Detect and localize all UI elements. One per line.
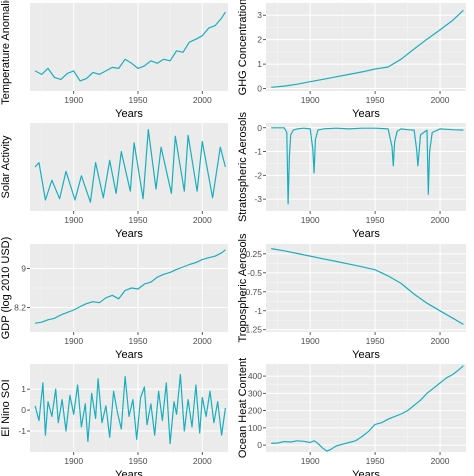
x-tick-label: 1950 xyxy=(129,215,148,225)
x-tick-label: 2000 xyxy=(193,456,212,466)
y-tick-label: -1.25 xyxy=(243,325,263,335)
y-tick-label: 8.2 xyxy=(14,303,26,313)
y-tick-label: -0.75 xyxy=(243,287,263,297)
panel-background xyxy=(266,364,466,452)
panel-ghg: 1900 1950 2000 0 1 2 3 Years GHG Concentration xyxy=(237,0,466,120)
x-tick-label: 1950 xyxy=(366,336,385,346)
x-tick-label: 2000 xyxy=(193,215,212,225)
x-axis-label: Years xyxy=(352,228,380,240)
x-axis-label: Years xyxy=(352,108,380,120)
y-tick-label: 0 xyxy=(21,405,26,415)
x-tick-label: 1950 xyxy=(129,456,148,466)
y-tick-label: 0 xyxy=(257,84,262,94)
y-tick-label: -1 xyxy=(254,147,262,157)
x-tick-label: 1900 xyxy=(301,95,320,105)
series-line-strat_aerosols xyxy=(271,127,464,205)
series-line-trop_aerosols xyxy=(271,248,464,325)
y-tick-label: 2 xyxy=(257,35,262,45)
x-axis-label: Years xyxy=(115,228,143,240)
x-tick-label: 1900 xyxy=(64,456,83,466)
x-tick-label: 1900 xyxy=(301,215,320,225)
series-line-ocean_heat xyxy=(271,365,464,452)
x-tick-label: 2000 xyxy=(431,456,450,466)
panel-background xyxy=(30,3,228,91)
x-tick-label: 1950 xyxy=(366,215,385,225)
x-axis-label: Years xyxy=(352,469,380,476)
panel-enso: 1900 1950 2000 1 0 -1 Years El Nino SOI xyxy=(0,364,228,476)
y-axis-label: Tropospheric Aerosols xyxy=(237,233,249,343)
y-axis-label: El Nino SOI xyxy=(0,379,12,436)
y-tick-label: 1 xyxy=(21,384,26,394)
panel-background xyxy=(266,3,466,91)
x-tick-label: 2000 xyxy=(431,215,450,225)
series-line-ghg xyxy=(271,9,464,88)
y-tick-label: -2 xyxy=(254,170,262,180)
x-axis-label: Years xyxy=(115,469,143,476)
series-line-solar xyxy=(34,129,226,203)
x-axis-label: Years xyxy=(352,349,380,361)
y-tick-label: 1 xyxy=(257,59,262,69)
y-tick-label: -0.25 xyxy=(243,249,263,259)
y-axis-label: Temperature Anomalies xyxy=(0,0,12,105)
y-tick-label: 400 xyxy=(248,371,262,381)
x-tick-label: 2000 xyxy=(193,95,212,105)
panel-solar: 1900 1950 2000 Years Solar Activity xyxy=(0,123,228,240)
y-tick-label: -3 xyxy=(254,194,262,204)
y-axis-label: Stratospheric Aerosols xyxy=(237,111,249,222)
x-tick-label: 2000 xyxy=(193,336,212,346)
y-tick-label: -1 xyxy=(18,426,26,436)
y-tick-label: 100 xyxy=(248,423,262,433)
y-tick-label: 300 xyxy=(248,388,262,398)
panel-background xyxy=(266,244,466,332)
x-tick-label: 1900 xyxy=(64,95,83,105)
x-tick-label: 1950 xyxy=(366,95,385,105)
series-line-enso xyxy=(34,373,226,445)
y-axis-label: GHG Concentration xyxy=(237,0,249,95)
x-tick-label: 1900 xyxy=(64,215,83,225)
series-line-temperature xyxy=(34,11,226,82)
panel-strat_aerosols: 1900 1950 2000 0 -1 -2 -3 Years Stratospheric Ae… xyxy=(237,111,466,240)
x-tick-label: 1950 xyxy=(366,456,385,466)
series-line-gdp xyxy=(35,249,226,324)
panel-temperature: 1900 1950 2000 Years Temperature Anomalies xyxy=(0,0,228,120)
panel-ocean_heat: 1900 1950 2000 0 100 200 300 400 Years Ocean Heat… xyxy=(237,358,466,476)
panel-background xyxy=(30,123,228,211)
y-tick-label: 200 xyxy=(248,406,262,416)
x-axis-label: Years xyxy=(115,108,143,120)
y-axis-label: GDP (log 2010 USD) xyxy=(0,237,12,340)
x-tick-label: 1900 xyxy=(64,336,83,346)
y-tick-label: -0.5 xyxy=(247,268,262,278)
y-tick-label: 0 xyxy=(257,440,262,450)
x-tick-label: 1950 xyxy=(129,95,148,105)
x-tick-label: 2000 xyxy=(431,95,450,105)
y-tick-label: 9 xyxy=(21,263,26,273)
y-tick-label: 3 xyxy=(257,10,262,20)
y-axis-label: Ocean Heat Content xyxy=(237,358,249,458)
x-tick-label: 1950 xyxy=(129,336,148,346)
x-axis-label: Years xyxy=(115,349,143,361)
x-tick-label: 1900 xyxy=(301,336,320,346)
panel-gdp: 1900 1950 2000 8.2 9 Years GDP (log 2010 USD) xyxy=(0,237,228,361)
panel-background xyxy=(266,123,466,211)
y-tick-label: 0 xyxy=(257,123,262,133)
panel-trop_aerosols: 1900 1950 2000 -0.25 -0.5 -0.75 -1 -1.25 Years Tr… xyxy=(237,233,466,361)
y-axis-label: Solar Activity xyxy=(0,135,12,198)
x-tick-label: 1900 xyxy=(301,456,320,466)
y-tick-label: -1 xyxy=(254,306,262,316)
x-tick-label: 2000 xyxy=(431,336,450,346)
